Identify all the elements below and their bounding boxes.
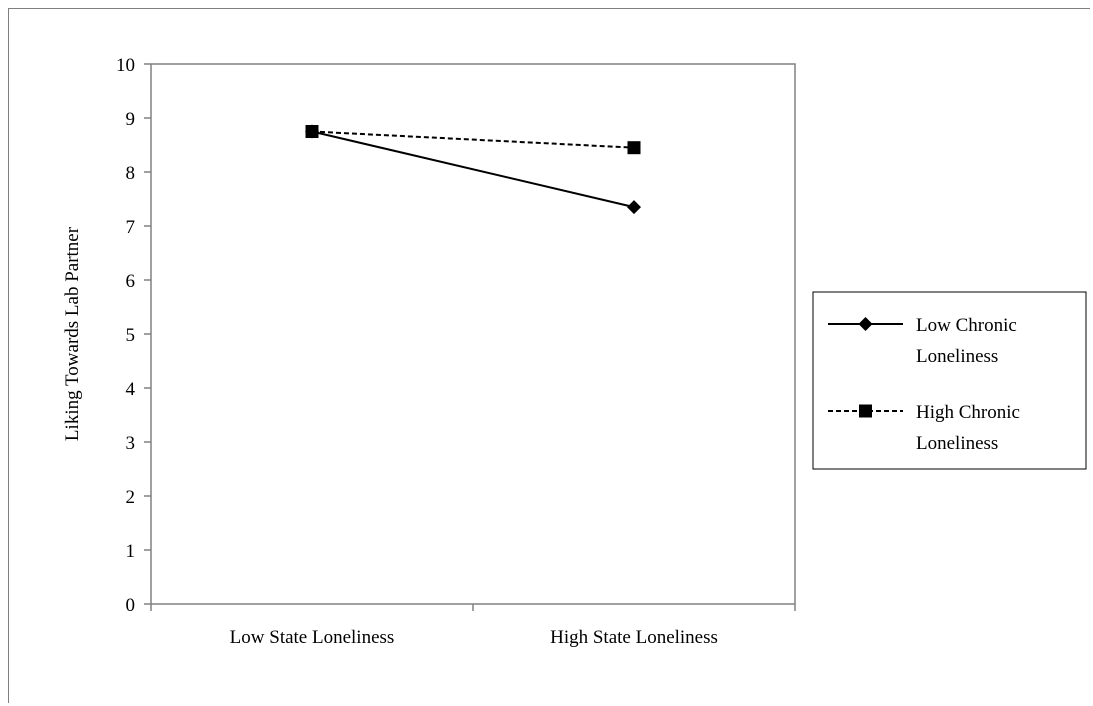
chart-frame: [8, 8, 1090, 703]
y-tick-label: 5: [126, 325, 136, 346]
y-tick-label: 9: [126, 109, 136, 130]
plot-area: [150, 63, 796, 605]
legend-label: High Chronic: [916, 402, 1020, 423]
legend-label: Low Chronic: [916, 315, 1017, 336]
data-point-square: [305, 125, 319, 138]
legend-label: Loneliness: [916, 346, 998, 367]
x-axis: Low State Loneliness High State Lonelines…: [150, 604, 796, 648]
x-tick-label: High State Loneliness: [550, 627, 718, 648]
series-layer: [305, 124, 641, 215]
y-tick-label: 4: [126, 379, 136, 400]
y-tick-label: 2: [126, 487, 136, 508]
legend-marker-square: [859, 404, 872, 418]
series-low-chronic: [305, 124, 641, 215]
y-tick-label: 10: [116, 55, 135, 76]
data-point-square: [627, 141, 641, 155]
legend-label: Loneliness: [916, 433, 998, 454]
series-high-chronic: [305, 125, 641, 155]
legend-marker-diamond: [858, 317, 873, 331]
y-tick-label: 3: [126, 433, 136, 454]
legend-box: [812, 291, 1087, 470]
series-line: [311, 130, 635, 149]
y-tick-label: 8: [126, 163, 136, 184]
y-tick-label: 1: [126, 541, 136, 562]
y-tick-label: 7: [126, 217, 136, 238]
y-axis: 0 1 2 3 4 5 6 7 8 9 10: [116, 55, 151, 616]
data-point-diamond: [627, 200, 641, 215]
y-tick-label: 0: [126, 595, 136, 616]
legend: Low Chronic Loneliness High Chronic Lonelin…: [812, 291, 1087, 470]
y-tick-label: 6: [126, 271, 136, 292]
x-tick-label: Low State Loneliness: [230, 627, 395, 648]
series-line: [311, 130, 635, 209]
y-axis-title: Liking Towards Lab Partner: [62, 226, 83, 441]
